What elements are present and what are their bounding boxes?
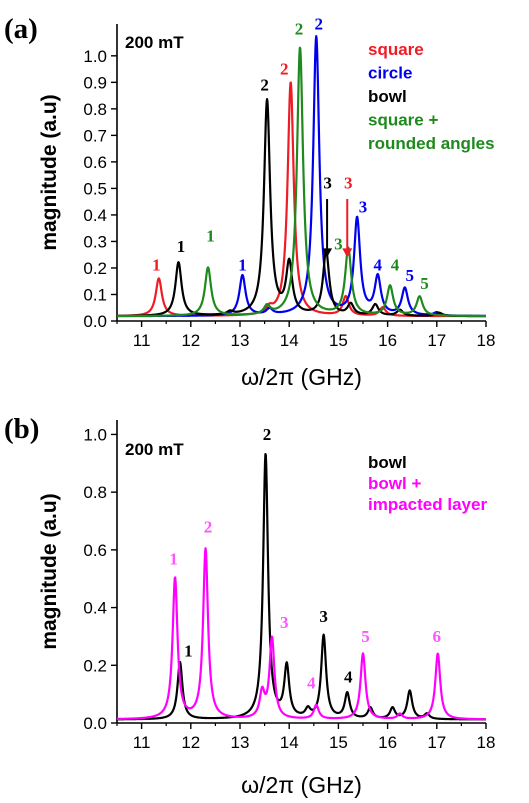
legend-entry: circle bbox=[368, 64, 412, 83]
legend-entry: bowl bbox=[368, 453, 407, 472]
peak-label: 4 bbox=[374, 256, 383, 275]
y-tick-label: 0.9 bbox=[83, 73, 107, 92]
x-tick-label: 13 bbox=[231, 733, 250, 752]
legend-entry: rounded angles bbox=[368, 134, 495, 153]
y-tick-label: 0.2 bbox=[83, 656, 107, 675]
x-tick-label: 13 bbox=[231, 331, 250, 350]
series-line-bowl-impacted-layer bbox=[116, 547, 487, 721]
peak-label: 4 bbox=[307, 673, 316, 692]
y-tick-label: 1.0 bbox=[83, 425, 107, 444]
x-tick-label: 17 bbox=[427, 331, 446, 350]
y-axis-label: magnitude (a.u) bbox=[38, 94, 61, 250]
peak-label: 2 bbox=[204, 518, 213, 537]
peak-label: 4 bbox=[344, 668, 353, 687]
y-tick-label: 0.2 bbox=[83, 259, 107, 278]
x-tick-label: 15 bbox=[329, 733, 348, 752]
legend-entry: square + bbox=[368, 111, 438, 130]
peak-label: 1 bbox=[177, 237, 186, 256]
panel-label: (a) bbox=[4, 13, 38, 45]
x-tick-label: 18 bbox=[477, 733, 496, 752]
x-tick-label: 12 bbox=[181, 331, 200, 350]
peak-label: 2 bbox=[263, 425, 272, 444]
peak-label: 1 bbox=[206, 226, 215, 245]
x-axis-label: ω/2π (GHz) bbox=[241, 772, 362, 798]
series-line-bowl bbox=[116, 453, 487, 721]
y-tick-label: 0.6 bbox=[83, 541, 107, 560]
chart-panel-1: 11 12 13 14 15 16 17 180.00.10.20.30.40.50.60.7… bbox=[4, 13, 495, 390]
field-label: 200 mT bbox=[125, 440, 184, 459]
peak-label: 4 bbox=[391, 256, 400, 275]
peak-label: 6 bbox=[433, 627, 442, 646]
peak-label: 2 bbox=[280, 59, 289, 78]
y-tick-label: 0.4 bbox=[83, 206, 107, 225]
peak-label: 2 bbox=[295, 20, 304, 39]
peak-label: 5 bbox=[420, 274, 429, 293]
y-tick-label: 0.7 bbox=[83, 126, 107, 145]
y-tick-label: 0.0 bbox=[83, 714, 107, 733]
y-axis-label: magnitude (a.u) bbox=[38, 493, 61, 649]
x-tick-label: 14 bbox=[280, 331, 299, 350]
peak-arrow-head bbox=[322, 248, 333, 258]
peak-arrow-head bbox=[342, 248, 353, 258]
legend-entry: bowl bbox=[368, 87, 407, 106]
y-tick-label: 0.6 bbox=[83, 153, 107, 172]
x-axis-label: ω/2π (GHz) bbox=[241, 364, 362, 390]
peak-label: 1 bbox=[238, 256, 247, 275]
peak-label: 3 bbox=[323, 173, 332, 192]
series-line-square-rounded-angles bbox=[116, 46, 487, 318]
legend-entry: bowl + bbox=[368, 474, 421, 493]
x-tick-label: 17 bbox=[427, 733, 446, 752]
peak-label: 3 bbox=[319, 607, 328, 626]
x-tick-label: 12 bbox=[181, 733, 200, 752]
y-tick-label: 0.8 bbox=[83, 483, 107, 502]
peak-label: 1 bbox=[184, 642, 193, 661]
y-tick-label: 0.0 bbox=[83, 312, 107, 331]
field-label: 200 mT bbox=[125, 33, 184, 52]
y-tick-label: 0.1 bbox=[83, 285, 107, 304]
x-tick-label: 16 bbox=[378, 733, 397, 752]
peak-label: 3 bbox=[280, 613, 289, 632]
x-tick-label: 11 bbox=[133, 733, 151, 752]
peak-label: 2 bbox=[314, 14, 323, 33]
y-tick-label: 0.3 bbox=[83, 232, 107, 251]
peak-label: 3 bbox=[334, 234, 343, 253]
y-tick-label: 1.0 bbox=[83, 47, 107, 66]
y-tick-label: 0.8 bbox=[83, 100, 107, 119]
peak-label: 5 bbox=[405, 266, 414, 285]
peak-label: 1 bbox=[169, 549, 178, 568]
chart-panel-2: 11 12 13 14 15 16 17 180.00.20.40.60.81.0ω/2π (… bbox=[4, 413, 495, 798]
peak-label: 1 bbox=[152, 256, 161, 275]
x-tick-label: 16 bbox=[378, 331, 397, 350]
peak-label: 3 bbox=[359, 197, 368, 216]
x-tick-label: 14 bbox=[280, 733, 299, 752]
legend-entry: square bbox=[368, 40, 424, 59]
panel-label: (b) bbox=[4, 413, 39, 445]
x-tick-label: 18 bbox=[477, 331, 496, 350]
y-tick-label: 0.4 bbox=[83, 599, 107, 618]
peak-label: 2 bbox=[260, 75, 269, 94]
y-tick-label: 0.5 bbox=[83, 179, 107, 198]
series-line-bowl bbox=[116, 98, 487, 318]
peak-label: 5 bbox=[361, 627, 370, 646]
x-tick-label: 15 bbox=[329, 331, 348, 350]
legend-entry: impacted layer bbox=[368, 495, 487, 514]
x-tick-label: 11 bbox=[133, 331, 151, 350]
peak-label: 3 bbox=[344, 173, 353, 192]
